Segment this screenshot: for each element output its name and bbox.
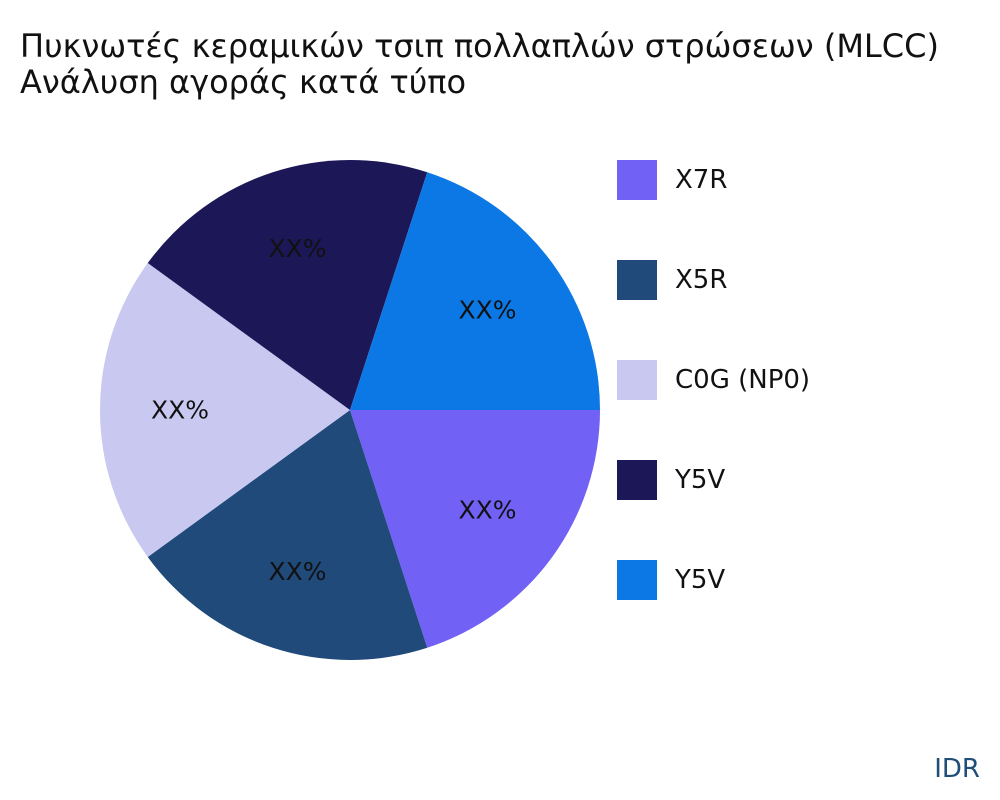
slice-label-2: XX% [268,557,326,586]
chart-title: Πυκνωτές κεραμικών τσιπ πολλαπλών στρώσε… [20,28,1000,100]
pie-slices [100,160,600,660]
legend-label-3: C0G (NP0) [675,365,810,395]
pie-slice-1 [350,410,600,648]
chart-title-line-2: Ανάλυση αγοράς κατά τύπο [20,63,467,100]
legend-swatch-4 [617,460,657,500]
legend-label-5: Y5V [674,565,725,595]
slice-label-3: XX% [151,396,209,425]
legend-label-2: X5R [675,265,727,295]
slice-label-4: XX% [268,234,326,263]
legend-label-1: X7R [675,165,727,195]
slice-label-1: XX% [459,495,517,524]
watermark: IDR [934,754,980,784]
pie-slice-5 [350,172,600,410]
legend-swatch-1 [617,160,657,200]
legend-swatch-3 [617,360,657,400]
chart-title-line-1: Πυκνωτές κεραμικών τσιπ πολλαπλών στρώσε… [20,28,939,65]
legend-swatch-5 [617,560,657,600]
slice-label-5: XX% [459,296,517,325]
slice-labels: XX% XX% XX% XX% XX% [151,234,517,586]
pie-slice-3 [100,263,350,557]
legend-label-4: Y5V [674,465,725,495]
legend-swatch-2 [617,260,657,300]
pie-slice-4 [147,160,428,410]
legend: X7R X5R C0G (NP0) Y5V Y5V [617,160,810,600]
pie-slice-2 [147,410,428,660]
